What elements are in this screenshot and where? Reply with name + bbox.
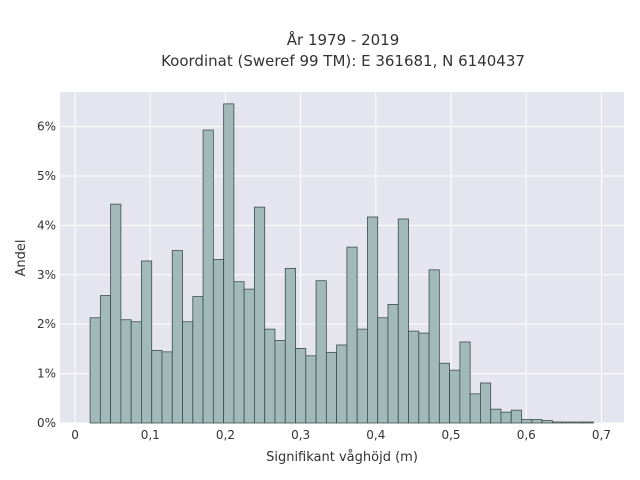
histogram-bar <box>161 351 173 424</box>
histogram-bar <box>397 218 409 424</box>
x-axis-ticks: 0 0,1 0,2 0,3 0,4 0,5 0,6 0,7 <box>71 428 611 442</box>
y-axis-ticks: 0% 1% 2% 3% 4% 5% 6% <box>37 120 56 430</box>
histogram-bar <box>500 411 512 424</box>
histogram-bar <box>243 288 255 424</box>
x-tick-label: 0,3 <box>291 428 310 442</box>
x-tick-label: 0,1 <box>141 428 160 442</box>
histogram-bar <box>572 421 584 424</box>
histogram-bar <box>387 304 399 424</box>
histogram-bar <box>110 203 122 424</box>
x-tick-label: 0,4 <box>366 428 385 442</box>
histogram-bar <box>428 269 440 424</box>
histogram-bar <box>305 355 317 424</box>
x-tick-label: 0,7 <box>592 428 611 442</box>
histogram-bar <box>89 317 101 424</box>
histogram-bar <box>274 340 286 424</box>
histogram-bar <box>346 246 358 424</box>
histogram-bar <box>120 319 132 424</box>
histogram-bar <box>315 280 327 424</box>
histogram-bar <box>325 351 338 424</box>
histogram-bar <box>551 421 564 424</box>
histogram-bar <box>367 216 379 424</box>
histogram-bar <box>449 369 461 424</box>
y-tick-label: 5% <box>37 169 56 183</box>
histogram-bar <box>469 393 481 424</box>
histogram-bar <box>377 317 389 424</box>
histogram-bar <box>99 295 112 424</box>
histogram-bar <box>233 281 245 424</box>
chart-title-line2: Koordinat (Sweref 99 TM): E 361681, N 61… <box>161 52 525 70</box>
histogram-bar <box>223 103 235 424</box>
histogram-bar <box>212 259 225 424</box>
histogram-bar <box>151 349 163 424</box>
y-tick-label: 3% <box>37 268 56 282</box>
histogram-bar <box>541 420 553 424</box>
histogram-bar <box>418 332 430 424</box>
histogram-bar <box>192 296 204 424</box>
histogram-bar <box>264 328 276 424</box>
histogram-bar <box>336 344 348 424</box>
histogram-bar <box>459 341 471 424</box>
histogram-bar <box>531 419 543 424</box>
histogram-bar <box>510 409 522 424</box>
chart-title-line1: År 1979 - 2019 <box>287 30 400 49</box>
x-tick-label: 0,2 <box>216 428 235 442</box>
histogram-bar <box>171 250 183 424</box>
y-tick-label: 6% <box>37 120 56 134</box>
y-tick-label: 4% <box>37 218 56 232</box>
histogram-bar <box>141 260 153 424</box>
histogram-bar <box>295 348 307 424</box>
histogram-bar <box>490 408 502 424</box>
histogram-bar <box>284 267 296 424</box>
histogram-bar <box>480 382 492 424</box>
x-tick-label: 0 <box>71 428 79 442</box>
histogram-bar <box>356 328 368 424</box>
x-tick-label: 0,6 <box>517 428 536 442</box>
y-axis-label: Andel <box>14 240 29 277</box>
histogram-bar <box>254 206 266 424</box>
histogram-bar <box>438 362 451 424</box>
histogram-bar <box>202 129 214 424</box>
histogram-bar <box>521 419 533 424</box>
y-tick-label: 0% <box>37 416 56 430</box>
histogram-bars <box>89 103 594 424</box>
histogram-bar <box>182 321 194 424</box>
histogram-bar <box>582 421 594 424</box>
x-axis-label: Signifikant våghöjd (m) <box>266 450 418 465</box>
histogram-bar <box>408 330 420 424</box>
y-tick-label: 2% <box>37 317 56 331</box>
histogram-bar <box>130 321 142 424</box>
y-tick-label: 1% <box>37 367 56 381</box>
x-tick-label: 0,5 <box>441 428 460 442</box>
histogram-bar <box>562 421 574 424</box>
